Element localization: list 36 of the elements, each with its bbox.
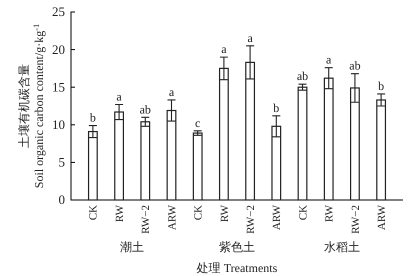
- data-label: ab: [349, 58, 361, 73]
- data-label: b: [90, 110, 96, 125]
- y-tick-label: 25: [52, 4, 65, 20]
- x-tick-label: RW−2: [140, 205, 152, 234]
- x-tick-label: RW: [324, 204, 336, 222]
- x-tick-label: ARW: [376, 204, 388, 230]
- x-tick-label: ARW: [271, 204, 284, 230]
- data-label: a: [221, 42, 228, 56]
- x-tick-label: RW−2: [244, 205, 257, 234]
- x-tick-label: CK: [88, 204, 100, 220]
- y-tick-label: 20: [52, 42, 65, 57]
- data-label: b: [378, 78, 384, 93]
- text: 潮土: [120, 240, 144, 254]
- y-tick-label: 15: [52, 79, 65, 94]
- x-tick-label: ARW: [166, 204, 178, 230]
- y-tick-label: 0: [58, 192, 65, 208]
- data-label: a: [247, 30, 254, 45]
- x-tick-label: CK: [192, 204, 205, 220]
- text: 水稻土: [324, 240, 360, 254]
- x-tick-label: RW−2: [350, 205, 362, 234]
- text: 紫色土: [219, 240, 255, 254]
- data-label: a: [326, 52, 332, 67]
- data-label: ab: [296, 69, 308, 84]
- bar: [298, 86, 308, 201]
- x-tick-label: RW: [114, 204, 126, 222]
- x-tick-label: CK: [297, 204, 310, 220]
- data-label: a: [168, 84, 175, 99]
- bar: [192, 132, 203, 201]
- y-tick-label: 10: [52, 116, 65, 132]
- data-label: ab: [140, 102, 151, 116]
- x-tick-label: RW: [218, 204, 231, 222]
- y-tick-label: 5: [58, 154, 65, 170]
- data-label: c: [195, 116, 200, 130]
- data-label: a: [116, 89, 122, 104]
- data-label: b: [273, 100, 280, 115]
- x-axis-title: 处理 Treatments: [196, 261, 278, 275]
